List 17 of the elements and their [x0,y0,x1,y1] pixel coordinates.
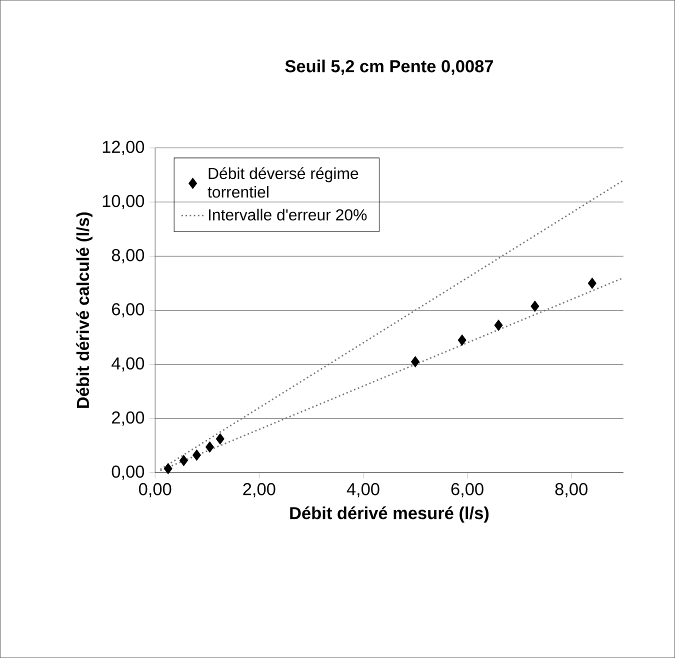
chart-title: Seuil 5,2 cm Pente 0,0087 [285,60,494,75]
y-tick-label: 8,00 [112,249,144,264]
x-axis-title: Débit dérivé mesuré (l/s) [290,506,489,523]
x-tick-label: 6,00 [451,483,484,498]
y-axis-title: Débit dérivé calculé (l/s) [76,212,92,408]
y-tick-label: 4,00 [112,357,144,372]
x-tick-label: 0,00 [138,483,172,498]
y-tick-label: 2,00 [112,411,144,426]
y-tick-label: 6,00 [112,303,144,318]
y-tick-label: 10,00 [102,194,144,210]
legend-label: Débit déversé régime torrentiel [208,167,358,198]
x-tick-label: 4,00 [346,483,380,498]
y-tick-label: 0,00 [112,466,144,480]
legend-label: Intervalle d'erreur 20% [208,208,367,220]
x-tick-label: 8,00 [555,483,588,498]
x-tick-label: 2,00 [243,483,276,498]
y-tick-label: 12,00 [102,140,144,156]
